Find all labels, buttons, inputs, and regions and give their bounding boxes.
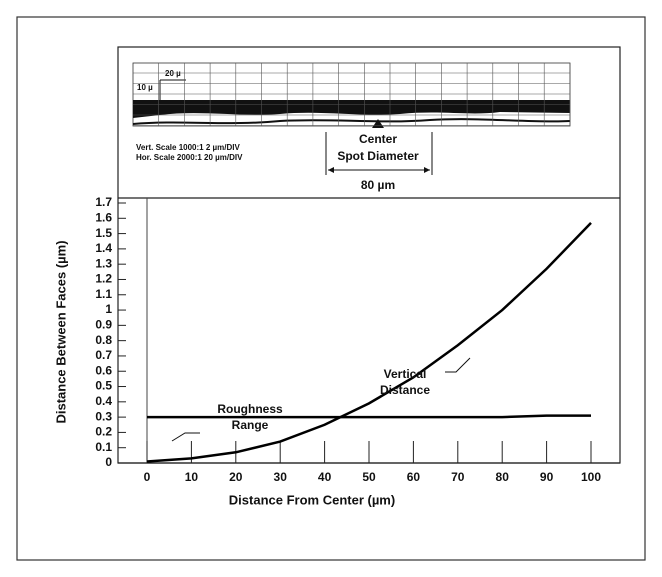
y-tick-label: 0.5: [95, 379, 112, 393]
arrow-head: [424, 167, 430, 173]
y-axis-label: Distance Between Faces (µm): [53, 240, 68, 423]
vert-scale: Vert. Scale 1000:1 2 µm/DIV: [136, 143, 240, 152]
y-tick-label: 1.7: [95, 195, 112, 209]
x-tick-label: 40: [318, 470, 332, 484]
y-tick-label: 1.6: [95, 210, 112, 224]
x-tick-label: 20: [229, 470, 243, 484]
annotation: Range: [232, 418, 269, 432]
x-tick-label: 60: [407, 470, 421, 484]
x-tick-label: 10: [185, 470, 199, 484]
y-tick-label: 0: [105, 455, 112, 469]
arrow-head: [328, 167, 334, 173]
annotation: Roughness: [217, 402, 283, 416]
y-tick-label: 1: [105, 302, 112, 316]
x-tick-label: 30: [274, 470, 288, 484]
leader: [445, 358, 470, 372]
inset-grid: [133, 63, 570, 126]
y-tick-label: 1.5: [95, 226, 112, 240]
annotation: Vertical: [384, 367, 427, 381]
y-tick-label: 1.2: [95, 272, 112, 286]
profile-line: [133, 119, 570, 124]
y-tick-label: 0.2: [95, 425, 112, 439]
y-tick-label: 1.1: [95, 287, 112, 301]
y-tick-label: 0.9: [95, 318, 112, 332]
x-tick-label: 70: [451, 470, 465, 484]
inset: 20 µ 10 µ Vert. Scale 1000:1 2 µm/DIV Ho…: [133, 63, 570, 192]
v-div-label: 10 µ: [137, 83, 153, 92]
h-div-label: 20 µ: [165, 69, 181, 78]
series-line: [147, 416, 591, 418]
series-line: [147, 223, 591, 462]
x-tick-label: 50: [362, 470, 376, 484]
y-tick-label: 0.3: [95, 409, 112, 423]
y-tick-label: 0.8: [95, 333, 112, 347]
y-tick-label: 0.7: [95, 348, 112, 362]
x-tick-label: 90: [540, 470, 554, 484]
figure: 20 µ 10 µ Vert. Scale 1000:1 2 µm/DIV Ho…: [0, 0, 662, 577]
spot-label: Spot Diameter: [337, 149, 419, 163]
profile-band: [133, 100, 570, 118]
leader: [172, 433, 200, 441]
y-tick-label: 0.1: [95, 440, 112, 454]
x-axis-label: Distance From Center (µm): [229, 492, 395, 507]
spot-size: 80 µm: [361, 178, 395, 192]
x-tick-label: 100: [581, 470, 601, 484]
x-tick-label: 80: [496, 470, 510, 484]
y-tick-label: 1.3: [95, 256, 112, 270]
y-tick-label: 0.6: [95, 363, 112, 377]
x-tick-label: 0: [144, 470, 151, 484]
hor-scale: Hor. Scale 2000:1 20 µm/DIV: [136, 153, 243, 162]
y-tick-label: 1.4: [95, 241, 112, 255]
annotation: Distance: [380, 383, 430, 397]
y-tick-label: 0.4: [95, 394, 112, 408]
center-label: Center: [359, 132, 397, 146]
